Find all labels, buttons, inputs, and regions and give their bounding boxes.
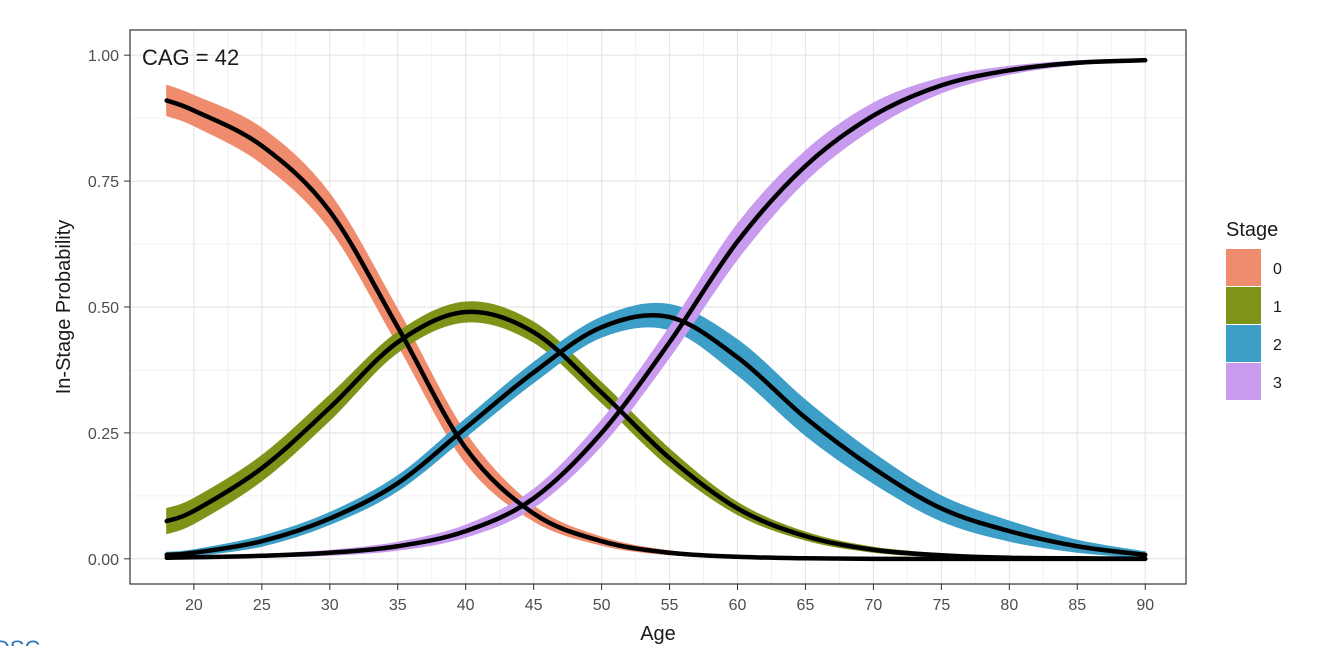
y-tick-label: 0.00 [88, 552, 119, 569]
x-tick-label: 65 [797, 597, 815, 614]
x-tick-label: 70 [865, 597, 883, 614]
x-tick-label: 55 [661, 597, 679, 614]
axis-ticks: 20 25 30 35 40 45 50 55 60 65 70 75 80 85 90 0.00 0.25 0.… [88, 48, 1154, 614]
series-line-stage-2 [164, 312, 1148, 558]
legend: Stage 0 1 2 3 [1226, 219, 1282, 400]
x-tick-label: 40 [457, 597, 475, 614]
x-tick-label: 35 [389, 597, 407, 614]
legend-title: Stage [1226, 219, 1278, 241]
legend-label-stage-2: 2 [1273, 337, 1282, 354]
series-line-stage-0 [164, 98, 1148, 562]
x-tick-label: 75 [932, 597, 950, 614]
legend-key-stage-3 [1226, 363, 1261, 400]
legend-key-stage-2 [1226, 325, 1261, 362]
series-line-stage-3 [164, 57, 1148, 561]
legend-key-stage-1 [1226, 287, 1261, 324]
legend-label-stage-1: 1 [1273, 299, 1282, 316]
x-tick-label: 85 [1068, 597, 1086, 614]
y-tick-label: 0.50 [88, 300, 119, 317]
series-lines [164, 57, 1148, 562]
x-tick-label: 25 [253, 597, 271, 614]
legend-key-stage-0 [1226, 249, 1261, 286]
x-tick-label: 30 [321, 597, 339, 614]
x-tick-label: 60 [729, 597, 747, 614]
cag-annotation: CAG = 42 [142, 45, 239, 70]
y-axis-title: In-Stage Probability [53, 220, 75, 395]
x-tick-label: 50 [593, 597, 611, 614]
corner-logo-text: DSC [0, 636, 41, 646]
x-axis-title: Age [640, 623, 676, 645]
legend-label-stage-3: 3 [1273, 375, 1282, 392]
x-tick-label: 90 [1136, 597, 1154, 614]
x-tick-label: 20 [185, 597, 203, 614]
y-tick-label: 1.00 [88, 48, 119, 65]
legend-label-stage-0: 0 [1273, 261, 1282, 278]
x-tick-label: 45 [525, 597, 543, 614]
series-line-stage-1 [164, 309, 1148, 562]
x-tick-label: 80 [1000, 597, 1018, 614]
y-tick-label: 0.25 [88, 426, 119, 443]
y-tick-label: 0.75 [88, 174, 119, 191]
